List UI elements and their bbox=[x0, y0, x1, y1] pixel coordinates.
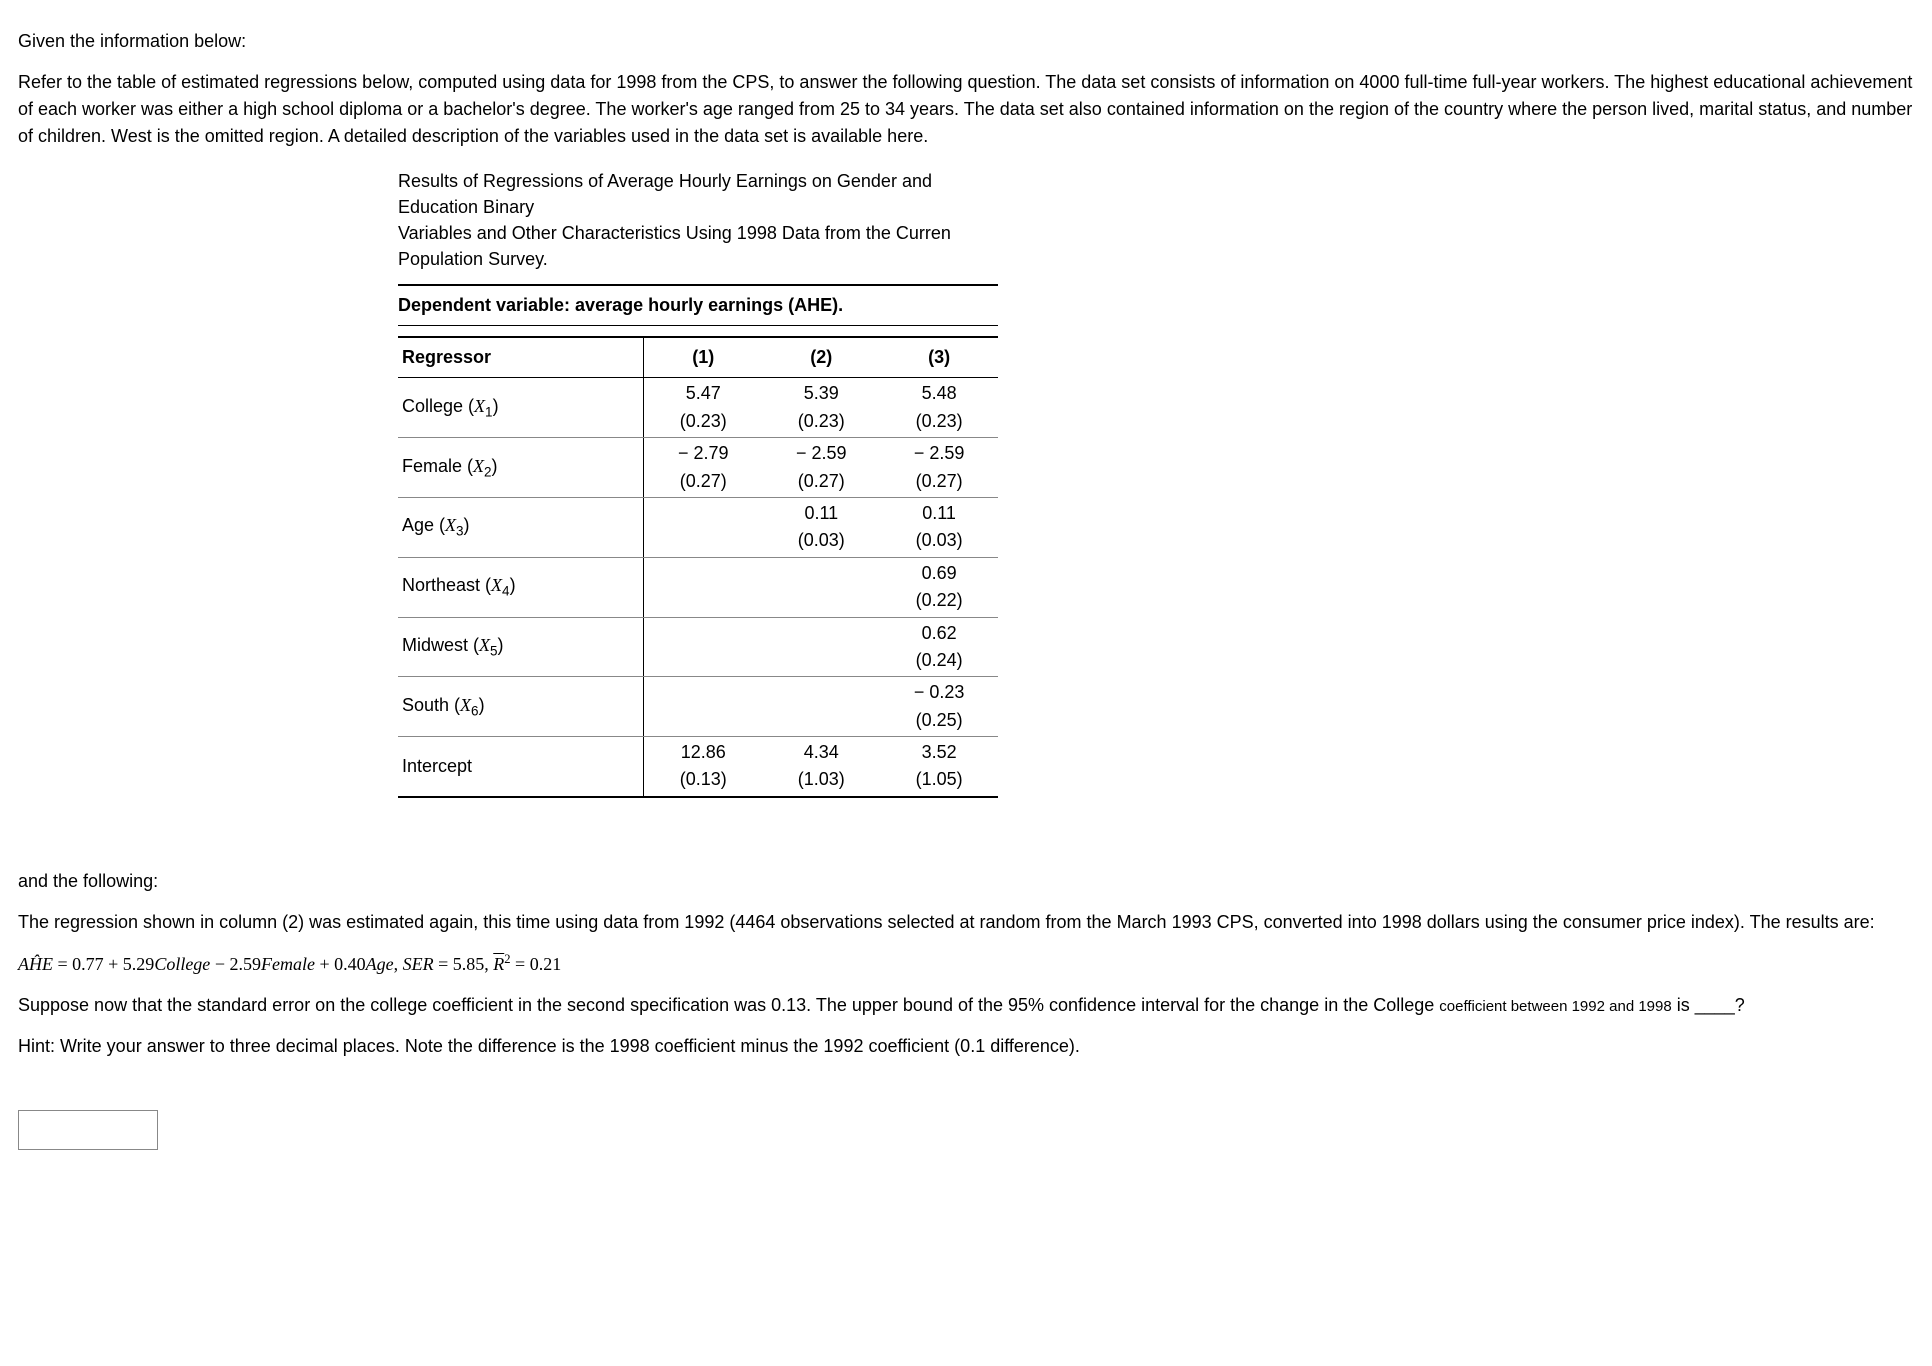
rowname-female: Female (X2) bbox=[398, 438, 644, 498]
mw-c3-val: 0.62 bbox=[880, 617, 998, 647]
south-c3-se: (0.25) bbox=[880, 707, 998, 737]
mw-c2-val bbox=[762, 617, 880, 647]
south-c2-val bbox=[762, 677, 880, 707]
header-col3: (3) bbox=[880, 337, 998, 378]
age-c1-val bbox=[644, 497, 763, 527]
hint-text: Hint: Write your answer to three decimal… bbox=[18, 1033, 1914, 1060]
row-intercept-val: Intercept 12.86 4.34 3.52 bbox=[398, 737, 998, 767]
female-c3-se: (0.27) bbox=[880, 468, 998, 498]
ne-c1-val bbox=[644, 557, 763, 587]
south-c1-val bbox=[644, 677, 763, 707]
row-age-val: Age (X3) 0.11 0.11 bbox=[398, 497, 998, 527]
regression-equation: AĤE = 0.77 + 5.29College − 2.59Female + … bbox=[18, 950, 1914, 978]
given-label: Given the information below: bbox=[18, 28, 1914, 55]
college-c3-val: 5.48 bbox=[880, 378, 998, 408]
age-c1-se bbox=[644, 527, 763, 557]
female-c1-se: (0.27) bbox=[644, 468, 763, 498]
ne-c2-se bbox=[762, 587, 880, 617]
female-c3-val: − 2.59 bbox=[880, 438, 998, 468]
mw-c1-se bbox=[644, 647, 763, 677]
table-header-row: Regressor (1) (2) (3) bbox=[398, 337, 998, 378]
age-c3-se: (0.03) bbox=[880, 527, 998, 557]
rowname-midwest: Midwest (X5) bbox=[398, 617, 644, 677]
female-c2-se: (0.27) bbox=[762, 468, 880, 498]
header-regressor: Regressor bbox=[398, 337, 644, 378]
mw-c2-se bbox=[762, 647, 880, 677]
south-c3-val: − 0.23 bbox=[880, 677, 998, 707]
rowname-south: South (X6) bbox=[398, 677, 644, 737]
dependent-variable-label: Dependent variable: average hourly earni… bbox=[398, 284, 998, 326]
rowname-age: Age (X3) bbox=[398, 497, 644, 557]
question-part-a: Suppose now that the standard error on t… bbox=[18, 995, 1439, 1015]
int-c2-val: 4.34 bbox=[762, 737, 880, 767]
rowname-college: College (X1) bbox=[398, 378, 644, 438]
rowname-northeast: Northeast (X4) bbox=[398, 557, 644, 617]
mw-c1-val bbox=[644, 617, 763, 647]
college-c1-val: 5.47 bbox=[644, 378, 763, 408]
rowname-intercept: Intercept bbox=[398, 737, 644, 797]
table-title-l2: Variables and Other Characteristics Usin… bbox=[398, 223, 951, 269]
age-c3-val: 0.11 bbox=[880, 497, 998, 527]
int-c3-val: 3.52 bbox=[880, 737, 998, 767]
table-title-l1: Results of Regressions of Average Hourly… bbox=[398, 171, 932, 217]
mw-c3-se: (0.24) bbox=[880, 647, 998, 677]
row-south-val: South (X6) − 0.23 bbox=[398, 677, 998, 707]
age-c2-se: (0.03) bbox=[762, 527, 880, 557]
ne-c1-se bbox=[644, 587, 763, 617]
college-c2-se: (0.23) bbox=[762, 408, 880, 438]
south-c1-se bbox=[644, 707, 763, 737]
female-c1-val: − 2.79 bbox=[644, 438, 763, 468]
row-female-val: Female (X2) − 2.79 − 2.59 − 2.59 bbox=[398, 438, 998, 468]
regression-table: Regressor (1) (2) (3) College (X1) 5.47 … bbox=[398, 336, 998, 797]
question-part-b: coefficient between 1992 and 1998 bbox=[1439, 998, 1671, 1015]
female-c2-val: − 2.59 bbox=[762, 438, 880, 468]
ne-c2-val bbox=[762, 557, 880, 587]
int-c3-se: (1.05) bbox=[880, 766, 998, 796]
row-northeast-val: Northeast (X4) 0.69 bbox=[398, 557, 998, 587]
header-col2: (2) bbox=[762, 337, 880, 378]
row-midwest-val: Midwest (X5) 0.62 bbox=[398, 617, 998, 647]
ne-c3-val: 0.69 bbox=[880, 557, 998, 587]
age-c2-val: 0.11 bbox=[762, 497, 880, 527]
and-following-label: and the following: bbox=[18, 868, 1914, 895]
table-title: Results of Regressions of Average Hourly… bbox=[398, 168, 998, 272]
college-c2-val: 5.39 bbox=[762, 378, 880, 408]
regression-table-block: Results of Regressions of Average Hourly… bbox=[398, 168, 998, 798]
question-part-c: is ____? bbox=[1672, 995, 1745, 1015]
row-college-val: College (X1) 5.47 5.39 5.48 bbox=[398, 378, 998, 408]
header-col1: (1) bbox=[644, 337, 763, 378]
question-paragraph: Suppose now that the standard error on t… bbox=[18, 992, 1914, 1019]
south-c2-se bbox=[762, 707, 880, 737]
int-c2-se: (1.03) bbox=[762, 766, 880, 796]
college-c3-se: (0.23) bbox=[880, 408, 998, 438]
intro-paragraph: Refer to the table of estimated regressi… bbox=[18, 69, 1914, 150]
reestimate-paragraph: The regression shown in column (2) was e… bbox=[18, 909, 1914, 936]
int-c1-se: (0.13) bbox=[644, 766, 763, 796]
answer-input[interactable] bbox=[18, 1110, 158, 1150]
ne-c3-se: (0.22) bbox=[880, 587, 998, 617]
int-c1-val: 12.86 bbox=[644, 737, 763, 767]
college-c1-se: (0.23) bbox=[644, 408, 763, 438]
